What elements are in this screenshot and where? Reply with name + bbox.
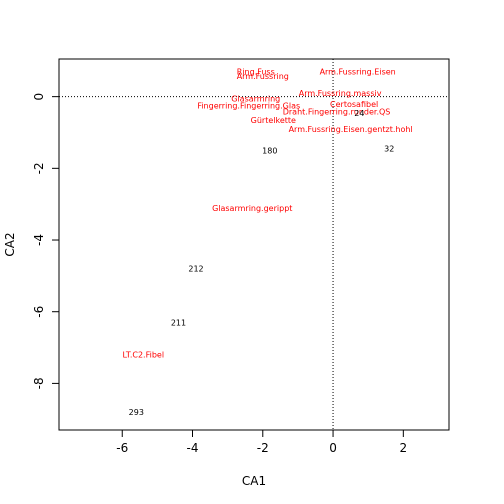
column-point-label: Gürtelkette	[251, 116, 296, 125]
row-point-label: 212	[188, 265, 203, 274]
x-tick-label: 0	[329, 441, 337, 455]
reference-lines	[59, 59, 449, 430]
y-tick-label: -4	[32, 234, 46, 246]
column-point-label: Arm.Fussring.massiv	[299, 89, 382, 98]
x-tick-label: -2	[257, 441, 269, 455]
y-axis: -8 -6 -4 -2 0	[32, 93, 60, 389]
data-points: Glasarmring.gerippt LT.C2.Fibel Gürtelkett…	[123, 68, 413, 418]
column-point-label: Certosafibel	[330, 100, 378, 109]
row-point-label: 32	[384, 145, 394, 154]
x-axis-title: CA1	[242, 474, 266, 488]
column-point-label: Glasarmring	[231, 94, 280, 103]
row-point-label: 293	[129, 408, 144, 417]
column-point-label: Ring.Fuss	[237, 68, 275, 77]
column-point-label: Arm.Fussring.Eisen.gentzt.hohl	[289, 125, 413, 134]
column-point-label: LT.C2.Fibel	[123, 351, 165, 360]
y-tick-label: -8	[32, 377, 46, 389]
column-point-label: Draht.Fingerring.runder.QS	[283, 108, 391, 117]
x-tick-label: -6	[116, 441, 128, 455]
x-tick-label: -4	[187, 441, 199, 455]
column-point-label: Fingerring.Fingerring.Glas	[197, 102, 300, 111]
row-point-label: 180	[262, 146, 277, 155]
column-point-label: Arm.Fussring.Eisen	[320, 68, 396, 77]
column-point-label: Arm.Fussring	[237, 72, 289, 81]
column-point-label: Glasarmring.gerippt	[212, 204, 292, 213]
y-tick-label: -2	[32, 162, 46, 174]
row-point-label: 211	[171, 318, 186, 327]
x-axis: -6 -4 -2 0 2	[116, 429, 408, 455]
x-tick-label: 2	[400, 441, 408, 455]
y-tick-label: 0	[32, 93, 46, 101]
row-point-label: 24	[354, 109, 364, 118]
y-tick-label: -6	[32, 306, 46, 318]
y-axis-title: CA2	[3, 232, 17, 256]
